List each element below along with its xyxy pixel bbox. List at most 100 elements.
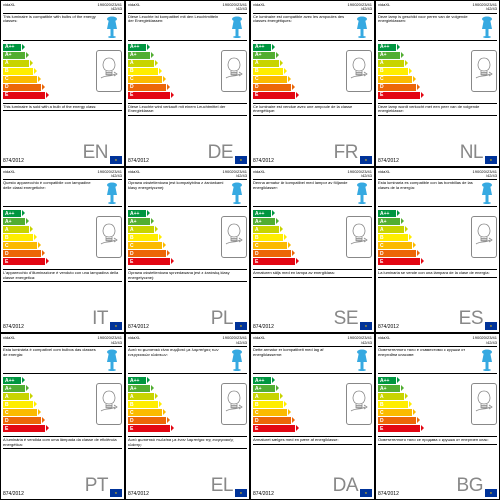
energy-class-label: B — [380, 68, 384, 74]
arrow-tip — [167, 417, 170, 423]
arrow-tip — [155, 60, 158, 66]
arrow-tip — [296, 92, 299, 98]
energy-arrow: D — [3, 417, 41, 424]
regulation-label: 874/2012 — [128, 324, 149, 330]
energy-class-label: B — [130, 235, 134, 241]
card-footer: 874/2012 DE ★ — [128, 118, 247, 164]
card-footer: 874/2012 DA ★ — [253, 447, 372, 498]
card-footer: 874/2012 NL ★ — [378, 118, 497, 164]
energy-label-card: vidaXL 190020/23/41 /42/43 Осветителното… — [375, 333, 500, 500]
arrow-tip — [42, 250, 45, 256]
arrow-tip — [34, 68, 37, 74]
card-footer: 874/2012 IT ★ — [3, 284, 122, 330]
energy-arrow-row: D — [128, 250, 217, 257]
arrow-tip — [413, 242, 416, 248]
energy-class-label: B — [5, 68, 9, 74]
energy-class-label: A++ — [5, 378, 14, 384]
energy-arrow: B — [128, 68, 158, 75]
compat-description: Dette armatur er kompatibelt med lag af … — [253, 346, 372, 374]
energy-arrow: A+ — [378, 385, 400, 392]
energy-class-label: A — [5, 394, 9, 400]
energy-class-label: A+ — [255, 52, 262, 58]
arrow-tip — [26, 52, 29, 58]
energy-arrow-row: A++ — [128, 210, 217, 217]
card-header: vidaXL 190020/23/41 /42/43 — [253, 170, 372, 179]
energy-class-label: A — [380, 227, 384, 233]
energy-class-label: D — [130, 251, 134, 257]
energy-arrow-row: E — [378, 258, 467, 265]
energy-arrow: B — [253, 234, 283, 241]
brand-label: vidaXL — [128, 3, 140, 12]
energy-class-label: E — [5, 426, 8, 432]
arrow-tip — [167, 84, 170, 90]
energy-arrow-row: C — [128, 409, 217, 416]
arrow-tip — [401, 218, 404, 224]
lamp-icon — [352, 348, 372, 372]
energy-arrow-row: A — [128, 60, 217, 67]
energy-arrow: C — [3, 242, 37, 249]
energy-arrow-row: B — [128, 401, 217, 408]
lamp-icon — [477, 181, 497, 205]
energy-arrow: A++ — [253, 210, 271, 217]
energy-arrow-row: A+ — [128, 218, 217, 225]
energy-arrow-row: A++ — [253, 210, 342, 217]
compat-description: Esta luminaria es compatible con las bom… — [378, 179, 497, 207]
card-footer: 874/2012 FR ★ — [253, 118, 372, 164]
arrow-tip — [272, 210, 275, 216]
card-footer: 874/2012 PT ★ — [3, 451, 122, 497]
energy-arrow: E — [3, 258, 45, 265]
energy-arrow-row: A+ — [3, 52, 92, 59]
energy-arrow: D — [128, 250, 166, 257]
brand-label: vidaXL — [128, 336, 140, 345]
language-code: SE — [334, 308, 358, 330]
regulation-label: 874/2012 — [378, 158, 399, 164]
energy-class-label: A — [130, 227, 134, 233]
arrow-tip — [397, 44, 400, 50]
language-code: DE — [208, 142, 233, 164]
compat-description: Denna armatur är kompatibel med lampor a… — [253, 179, 372, 207]
energy-arrow-row: B — [128, 234, 217, 241]
energy-class-label: A — [5, 227, 9, 233]
energy-arrow-row: E — [378, 92, 467, 99]
brand-label: vidaXL — [3, 170, 15, 179]
bulb-outline-box — [471, 383, 497, 425]
energy-class-label: A++ — [130, 378, 139, 384]
energy-class-label: C — [130, 243, 134, 249]
energy-arrow: A++ — [128, 210, 146, 217]
energy-arrow-row: A++ — [3, 44, 92, 51]
energy-arrow: B — [378, 234, 408, 241]
energy-class-label: A — [130, 394, 134, 400]
arrow-tip — [30, 393, 33, 399]
energy-arrow: C — [3, 76, 37, 83]
energy-arrow: A+ — [128, 52, 150, 59]
arrow-tip — [405, 226, 408, 232]
arrow-tip — [22, 44, 25, 50]
arrow-tip — [409, 68, 412, 74]
energy-class-label: D — [255, 251, 259, 257]
energy-class-label: A — [255, 227, 259, 233]
energy-arrow: E — [253, 258, 295, 265]
energy-class-label: A+ — [5, 219, 12, 225]
card-header: vidaXL 190020/23/41 /42/43 — [3, 3, 122, 12]
energy-class-label: A — [255, 394, 259, 400]
energy-class-label: A+ — [130, 219, 137, 225]
card-header: vidaXL 190020/23/41 /42/43 — [128, 170, 247, 179]
energy-class-label: D — [5, 418, 9, 424]
energy-class-label: A — [380, 394, 384, 400]
energy-arrow-row: D — [378, 84, 467, 91]
energy-arrow-row: A++ — [378, 210, 467, 217]
energy-arrow: A++ — [3, 210, 21, 217]
energy-arrow: A — [253, 226, 279, 233]
arrow-tip — [46, 425, 49, 431]
energy-label-card: vidaXL 190020/23/41 /42/43 Αυτό το φωτισ… — [125, 333, 250, 500]
energy-arrow-row: A++ — [3, 377, 92, 384]
energy-arrow: D — [128, 417, 166, 424]
eu-flag-icon: ★ — [485, 322, 497, 330]
energy-arrow-row: E — [253, 92, 342, 99]
product-codes: 190020/23/41 /42/43 — [223, 336, 247, 345]
energy-class-label: B — [5, 235, 9, 241]
energy-class-label: A+ — [380, 219, 387, 225]
energy-arrow: D — [253, 250, 291, 257]
eu-flag-icon: ★ — [360, 322, 372, 330]
energy-arrow: E — [128, 92, 170, 99]
